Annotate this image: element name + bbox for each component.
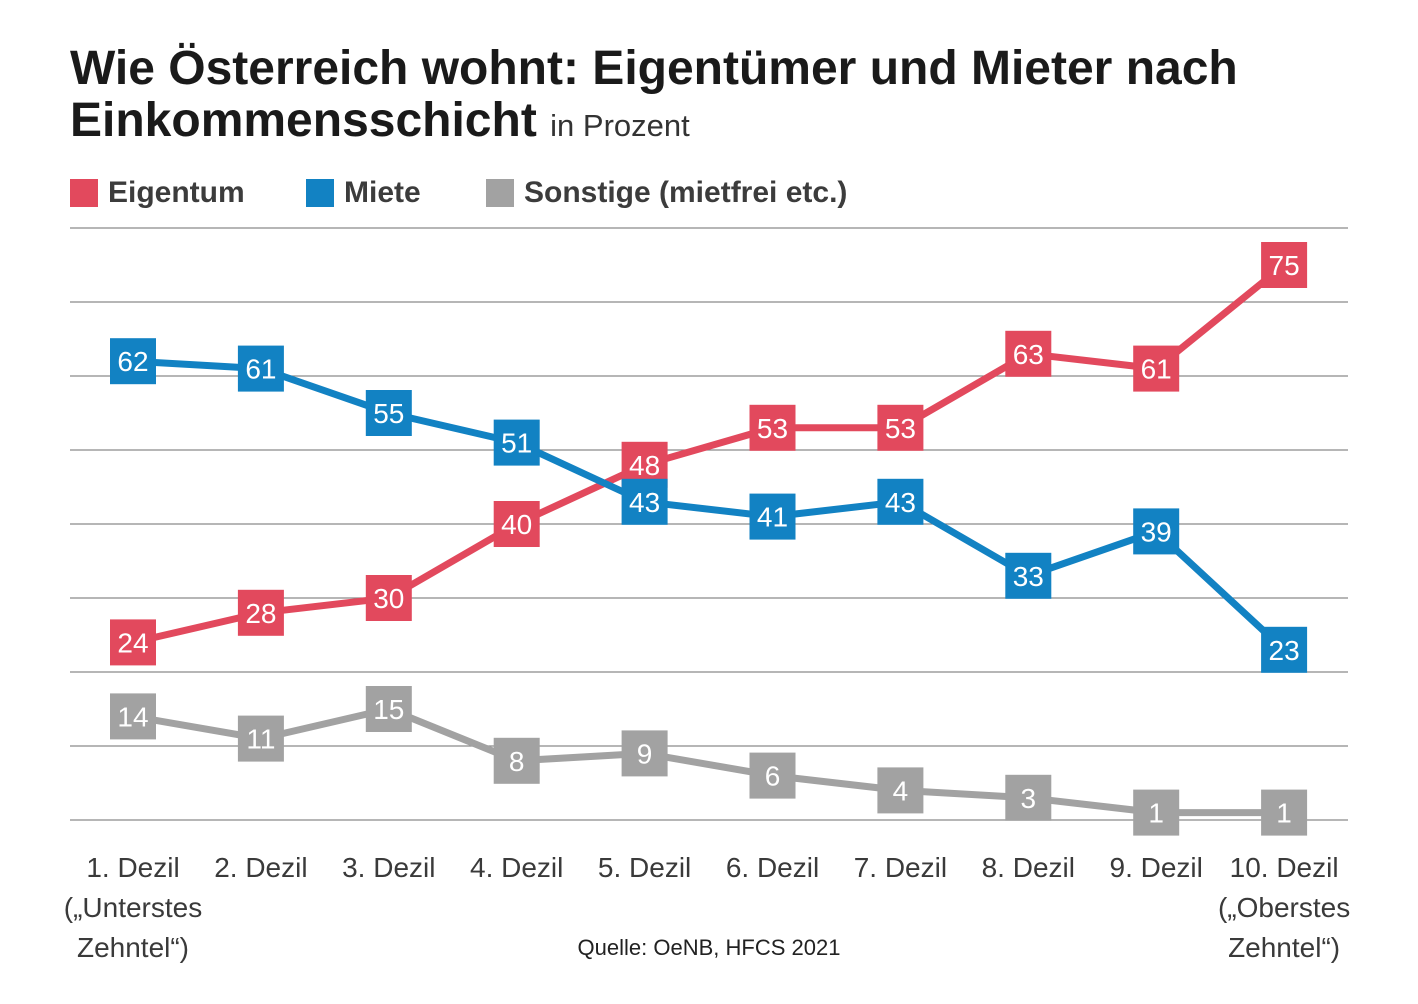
marker-sonstige-2 — [237, 715, 284, 762]
marker-sonstige-10 — [1261, 789, 1308, 836]
x-axis-labels: 1. Dezil („Unterstes Zehntel“) 2. Dezil 3. D… — [64, 852, 1350, 963]
value-label-eigentum-8: 63 — [1013, 339, 1044, 370]
marker-eigentum-3 — [365, 575, 412, 621]
value-label-eigentum-6: 53 — [757, 413, 788, 444]
value-label-miete-5: 43 — [629, 487, 660, 518]
value-label-eigentum-1: 24 — [117, 627, 148, 658]
x-tick-label-3: 3. Dezil — [342, 852, 435, 883]
marker-sonstige-1 — [110, 693, 156, 740]
chart-subtitle: in Prozent — [550, 108, 690, 143]
legend-swatch-miete — [306, 179, 334, 207]
x-tick-label-6: 6. Dezil — [726, 852, 819, 883]
x-tick-note-1-1: („Unterstes — [64, 892, 202, 923]
source-note: Quelle: OeNB, HFCS 2021 — [577, 935, 841, 960]
line-miete — [132, 357, 1287, 653]
marker-sonstige-5 — [621, 730, 668, 777]
value-label-miete-6: 41 — [757, 502, 788, 533]
marker-miete-3 — [365, 390, 412, 436]
x-tick-label-7: 7. Dezil — [854, 852, 947, 883]
value-label-sonstige-4: 8 — [509, 746, 525, 777]
value-label-sonstige-6: 6 — [765, 761, 781, 792]
markers-miete: 62 61 55 51 43 41 43 33 39 23 — [110, 338, 1308, 673]
x-tick-label-10: 10. Dezil — [1230, 852, 1339, 883]
value-label-miete-7: 43 — [885, 487, 916, 518]
marker-miete-5 — [621, 478, 668, 525]
marker-eigentum-7 — [877, 404, 924, 451]
chart-title-text: Wie Österreich wohnt: Eigentümer und Mie… — [70, 42, 1238, 147]
line-eigentum — [132, 262, 1287, 646]
legend-label-miete: Miete — [344, 176, 421, 209]
marker-miete-1 — [110, 338, 156, 385]
x-tick-note-1-2: Zehntel“) — [77, 932, 189, 963]
marker-miete-4 — [493, 419, 540, 466]
marker-miete-10 — [1261, 626, 1308, 673]
marker-eigentum-1 — [110, 619, 156, 666]
legend-item-eigentum: Eigentum — [70, 176, 245, 210]
marker-eigentum-8 — [1005, 330, 1052, 377]
marker-eigentum-6 — [749, 404, 796, 451]
marker-eigentum-9 — [1133, 345, 1180, 392]
marker-miete-7 — [877, 478, 924, 525]
legend-swatch-eigentum — [70, 179, 98, 207]
value-label-sonstige-8: 3 — [1021, 783, 1037, 814]
x-tick-label-9: 9. Dezil — [1110, 852, 1203, 883]
markers-eigentum: 24 28 30 40 48 53 53 63 61 75 — [110, 242, 1308, 666]
marker-miete-2 — [237, 345, 284, 392]
legend-label-sonstige: Sonstige (mietfrei etc.) — [524, 176, 848, 209]
x-tick-label-2: 2. Dezil — [214, 852, 307, 883]
legend-label-eigentum: Eigentum — [108, 176, 245, 209]
x-tick-label-5: 5. Dezil — [598, 852, 691, 883]
marker-miete-9 — [1133, 508, 1180, 555]
marker-miete-6 — [749, 493, 796, 540]
marker-sonstige-8 — [1005, 774, 1052, 821]
value-label-eigentum-4: 40 — [501, 509, 532, 540]
marker-sonstige-6 — [749, 752, 796, 799]
x-tick-label-4: 4. Dezil — [470, 852, 563, 883]
chart-title: Wie Österreich wohnt: Eigentümer und Mie… — [70, 43, 1350, 152]
marker-sonstige-7 — [877, 767, 924, 814]
value-label-miete-4: 51 — [501, 428, 532, 459]
value-label-eigentum-7: 53 — [885, 413, 916, 444]
value-label-miete-8: 33 — [1013, 561, 1044, 592]
value-label-miete-9: 39 — [1141, 516, 1172, 547]
x-tick-note-10-2: Zehntel“) — [1228, 932, 1340, 963]
value-label-sonstige-10: 1 — [1276, 798, 1292, 829]
value-label-sonstige-7: 4 — [893, 775, 909, 806]
value-label-eigentum-2: 28 — [245, 598, 276, 629]
value-label-miete-10: 23 — [1269, 635, 1300, 666]
value-label-eigentum-10: 75 — [1269, 250, 1300, 281]
marker-sonstige-4 — [493, 737, 540, 784]
legend-swatch-sonstige — [486, 179, 514, 207]
line-sonstige — [132, 705, 1285, 817]
value-label-eigentum-9: 61 — [1141, 354, 1172, 385]
marker-sonstige-3 — [365, 686, 412, 732]
value-label-eigentum-5: 48 — [629, 450, 660, 481]
marker-miete-8 — [1005, 552, 1052, 599]
value-label-sonstige-9: 1 — [1148, 798, 1164, 829]
marker-eigentum-10 — [1261, 242, 1308, 288]
value-label-sonstige-5: 9 — [637, 738, 653, 769]
x-tick-label-8: 8. Dezil — [982, 852, 1075, 883]
value-label-miete-2: 61 — [245, 354, 276, 385]
value-label-miete-1: 62 — [117, 346, 148, 377]
value-label-sonstige-2: 11 — [246, 724, 275, 755]
value-label-sonstige-1: 14 — [117, 701, 148, 732]
series-lines — [132, 262, 1287, 817]
value-label-sonstige-3: 15 — [373, 694, 404, 725]
x-tick-note-10-1: („Oberstes — [1218, 892, 1350, 923]
x-tick-label-1: 1. Dezil — [86, 852, 179, 883]
value-label-miete-3: 55 — [373, 398, 404, 429]
marker-sonstige-9 — [1133, 789, 1180, 836]
value-label-eigentum-3: 30 — [373, 583, 404, 614]
legend-item-miete: Miete — [306, 176, 421, 210]
legend-item-sonstige: Sonstige (mietfrei etc.) — [486, 176, 847, 210]
marker-eigentum-2 — [237, 589, 284, 636]
marker-eigentum-4 — [493, 501, 540, 547]
